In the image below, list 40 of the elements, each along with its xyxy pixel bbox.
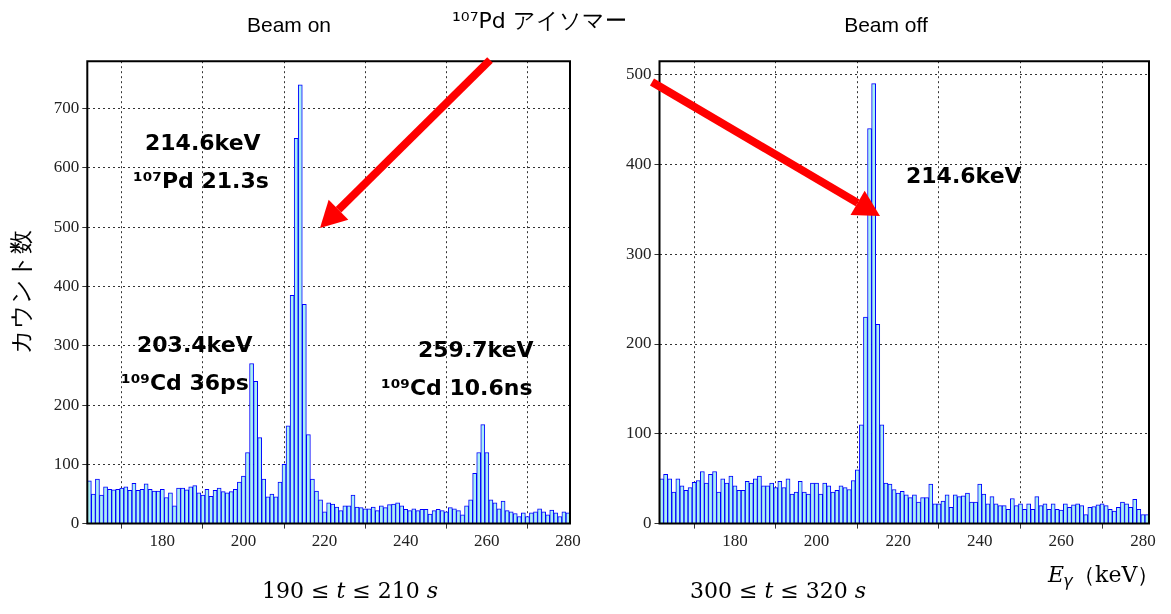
- annotation: ¹⁰⁷Pd 21.3s: [133, 168, 269, 193]
- y-tick-label: 500: [53, 216, 80, 236]
- annotation: 203.4keV: [137, 332, 253, 357]
- x-tick-label: 200: [230, 531, 257, 551]
- chart-title: Beam on: [246, 13, 332, 37]
- y-tick-label: 300: [53, 335, 80, 355]
- x-tick-label: 240: [392, 531, 419, 551]
- x-tick-label: 260: [474, 531, 500, 551]
- x-tick-label: 180: [722, 531, 748, 551]
- y-tick-label: 0: [643, 513, 652, 533]
- y-tick-label: 0: [70, 513, 80, 533]
- y-tick-label: 100: [53, 453, 80, 473]
- y-tick-label: 700: [53, 98, 80, 118]
- x-tick-label: 220: [885, 531, 911, 551]
- x-axis-title: 𝐸$_{𝛾}$（keV）: [1048, 561, 1160, 593]
- annotation: 214.6keV: [145, 130, 261, 155]
- x-tick-label: 260: [1048, 531, 1075, 551]
- x-tick-label: 240: [966, 531, 993, 551]
- y-tick-label: 400: [626, 153, 652, 173]
- x-tick-label: 200: [803, 531, 830, 551]
- chart-title: Beam off: [844, 13, 928, 37]
- annotation: 214.6keV: [906, 163, 1022, 188]
- y-tick-label: 500: [626, 64, 652, 84]
- text: 300 ≤ 𝑡 ≤ 320 𝑠: [690, 578, 866, 603]
- annotation: 259.7keV: [418, 337, 534, 362]
- y-tick-label: 300: [626, 243, 652, 263]
- x-tick-label: 180: [149, 531, 176, 551]
- annotation: ¹⁰⁹Cd 36ps: [121, 370, 249, 395]
- y-tick-label: 100: [626, 423, 652, 443]
- y-axis-title: カウント数: [7, 230, 35, 355]
- x-tick-label: 280: [1130, 531, 1156, 551]
- annotation: ¹⁰⁹Cd 10.6ns: [381, 375, 533, 400]
- text: 190 ≤ 𝑡 ≤ 210 𝑠: [262, 578, 438, 603]
- y-tick-label: 400: [53, 275, 80, 295]
- x-tick-label: 220: [311, 531, 338, 551]
- text: ¹⁰⁷Pd アイソマー: [452, 7, 627, 35]
- y-tick-label: 600: [53, 157, 80, 177]
- x-tick-label: 280: [555, 531, 581, 551]
- y-tick-label: 200: [626, 333, 652, 353]
- y-tick-label: 200: [53, 394, 80, 414]
